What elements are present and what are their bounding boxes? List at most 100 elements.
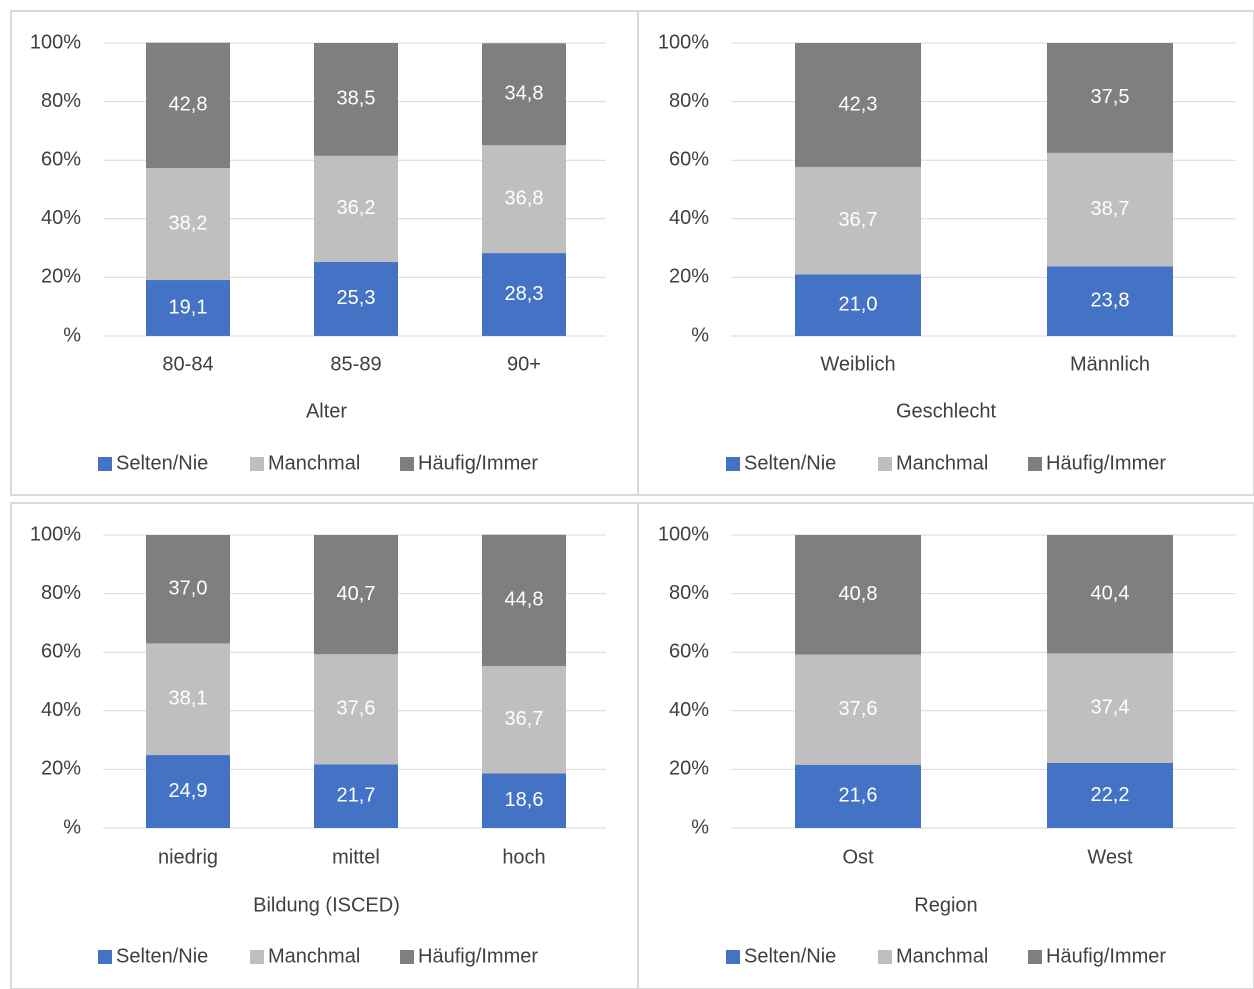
legend-label: Selten/Nie xyxy=(116,452,208,474)
x-tick-label: mittel xyxy=(332,846,380,868)
data-label: 19,1 xyxy=(169,296,208,318)
data-label: 44,8 xyxy=(505,589,544,611)
bar-segment xyxy=(1047,43,1173,153)
data-label: 36,2 xyxy=(337,197,376,219)
legend-label: Selten/Nie xyxy=(744,945,836,967)
data-label: 36,7 xyxy=(839,209,878,231)
bar-segment xyxy=(146,535,230,644)
y-tick-label: 20% xyxy=(669,266,709,288)
y-tick-label: 60% xyxy=(41,148,81,170)
bar-segment xyxy=(314,654,398,765)
y-tick-label: 80% xyxy=(669,90,709,112)
legend-swatch xyxy=(1028,950,1042,964)
legend: Selten/Nie Manchmal Häufig/Immer xyxy=(98,945,538,967)
chart-panel-bildung: % 20% 40% 60% 80% 100% 24,9 38,1 37,0 niedrig 21,7… xyxy=(10,502,639,989)
legend-swatch xyxy=(878,457,892,471)
chart-panel-region: % 20% 40% 60% 80% 100% 21,6 37,6 40,8 Ost 22,2 37,4… xyxy=(637,502,1254,989)
y-tick-label: % xyxy=(691,324,709,346)
bar-segment xyxy=(482,665,566,774)
bar-segment xyxy=(146,643,230,756)
legend-label: Selten/Nie xyxy=(116,945,208,967)
data-label: 22,2 xyxy=(1091,784,1130,806)
x-tick-label: 90+ xyxy=(507,353,541,375)
legend-label: Selten/Nie xyxy=(744,452,836,474)
y-tick-label: 100% xyxy=(30,523,81,545)
y-tick-label: 40% xyxy=(41,699,81,721)
bar-segment xyxy=(314,764,398,828)
y-tick-label: 40% xyxy=(669,207,709,229)
bar-segment xyxy=(795,535,921,655)
legend-swatch xyxy=(250,457,264,471)
y-tick-label: 40% xyxy=(41,207,81,229)
bar-segment xyxy=(314,261,398,336)
data-label: 42,8 xyxy=(169,94,208,116)
x-tick-label: West xyxy=(1087,846,1133,868)
legend-swatch xyxy=(878,950,892,964)
data-label: 24,9 xyxy=(169,780,208,802)
bar-segment xyxy=(482,253,566,336)
y-tick-label: 80% xyxy=(669,582,709,604)
legend: Selten/Nie Manchmal Häufig/Immer xyxy=(98,452,538,474)
bar-segment xyxy=(795,764,921,828)
y-tick-label: 40% xyxy=(669,699,709,721)
data-label: 40,7 xyxy=(337,583,376,605)
data-label: 37,4 xyxy=(1091,696,1130,718)
y-tick-label: 80% xyxy=(41,582,81,604)
x-axis-title: Alter xyxy=(306,400,347,422)
x-axis-title: Geschlecht xyxy=(896,400,996,422)
legend-label: Häufig/Immer xyxy=(418,945,538,967)
bar-segment xyxy=(314,43,398,156)
data-label: 21,6 xyxy=(839,785,878,807)
data-label: 34,8 xyxy=(505,83,544,105)
data-label: 40,8 xyxy=(839,583,878,605)
y-tick-label: % xyxy=(63,324,81,346)
y-tick-label: 60% xyxy=(41,640,81,662)
bar-segment xyxy=(795,654,921,765)
bar-segment xyxy=(482,43,566,146)
data-label: 21,7 xyxy=(337,784,376,806)
legend: Selten/Nie Manchmal Häufig/Immer xyxy=(726,945,1166,967)
legend-label: Häufig/Immer xyxy=(1046,452,1166,474)
chart-panel-geschlecht: % 20% 40% 60% 80% 100% 21,0 36,7 42,3 Weiblich 23,… xyxy=(637,10,1254,496)
bar-segment xyxy=(146,168,230,281)
bar-segment xyxy=(795,166,921,275)
y-tick-label: % xyxy=(63,816,81,838)
legend-label: Häufig/Immer xyxy=(418,452,538,474)
bar-segment xyxy=(1047,152,1173,267)
y-tick-label: 20% xyxy=(669,758,709,780)
bar-segment xyxy=(795,274,921,336)
data-label: 36,8 xyxy=(505,187,544,209)
data-label: 37,6 xyxy=(337,698,376,720)
legend-swatch xyxy=(400,457,414,471)
bar-segment xyxy=(482,534,566,666)
data-label: 21,0 xyxy=(839,294,878,316)
y-tick-label: 20% xyxy=(41,266,81,288)
data-label: 18,6 xyxy=(505,789,544,811)
y-tick-label: 100% xyxy=(658,523,709,545)
legend-swatch xyxy=(726,950,740,964)
legend-swatch xyxy=(400,950,414,964)
y-tick-label: 80% xyxy=(41,90,81,112)
data-label: 28,3 xyxy=(505,283,544,305)
x-tick-label: Männlich xyxy=(1070,353,1150,375)
data-label: 25,3 xyxy=(337,287,376,309)
legend-swatch xyxy=(98,950,112,964)
bar-segment xyxy=(482,773,566,828)
data-label: 36,7 xyxy=(505,708,544,730)
chart-panel-alter: % 20% 40% 60% 80% 100% 19,1 38,2 42,8 80-84 25,3 36… xyxy=(10,10,639,496)
y-tick-label: 20% xyxy=(41,758,81,780)
bar-segment xyxy=(146,280,230,336)
legend-swatch xyxy=(250,950,264,964)
x-axis-title: Region xyxy=(914,894,977,916)
x-axis-title: Bildung (ISCED) xyxy=(253,894,400,916)
data-label: 40,4 xyxy=(1091,582,1130,604)
data-label: 37,5 xyxy=(1091,86,1130,108)
data-label: 38,2 xyxy=(169,212,208,234)
bar-segment xyxy=(1047,535,1173,654)
legend-label: Manchmal xyxy=(896,945,988,967)
data-label: 42,3 xyxy=(839,93,878,115)
y-tick-label: % xyxy=(691,816,709,838)
y-tick-label: 100% xyxy=(30,31,81,53)
bar-segment xyxy=(1047,653,1173,763)
